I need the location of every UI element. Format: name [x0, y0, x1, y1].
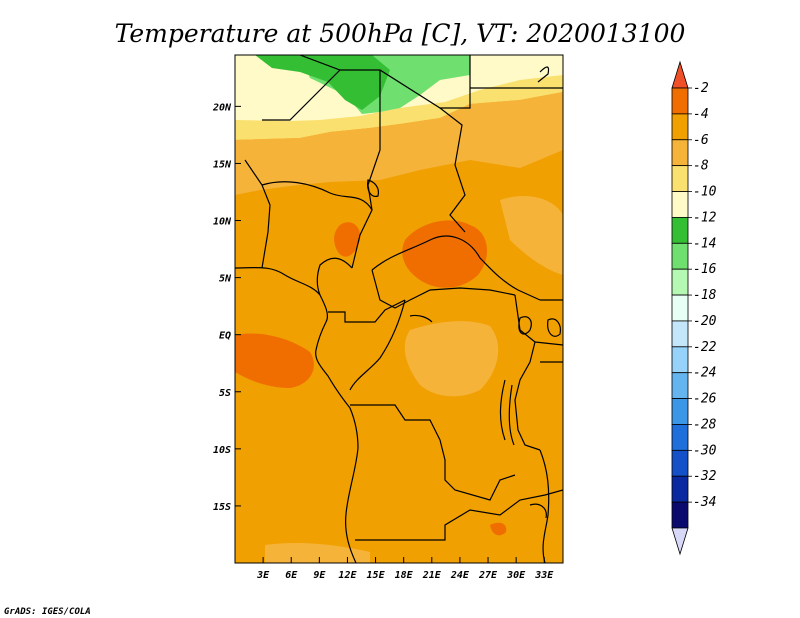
colorbar-label: -22 — [693, 340, 717, 355]
field-hot-nigeria — [334, 222, 361, 257]
border-east-africa — [534, 299, 563, 363]
colorbar-label: -2 — [693, 81, 709, 96]
colorbar-label: -24 — [693, 366, 716, 381]
field-east-cool — [500, 195, 563, 275]
border-congo-drc — [349, 299, 406, 391]
y-tick-label: 20N — [212, 102, 232, 113]
colorbar-label: -10 — [693, 185, 717, 200]
border-car — [371, 235, 541, 301]
colorbar-swatch — [671, 242, 689, 270]
colorbar-label: -12 — [693, 210, 717, 225]
colorbar-label: -4 — [693, 107, 709, 122]
y-tick-label: 15N — [213, 159, 232, 170]
lakes-east — [518, 316, 561, 337]
colorbar-label: -6 — [693, 133, 709, 148]
x-tick-label: 6E — [285, 570, 298, 581]
colorbar-swatch — [671, 268, 689, 296]
colorbar-label: -14 — [693, 236, 716, 251]
x-tick-label: 15E — [367, 570, 386, 581]
lake-chad — [367, 179, 380, 197]
coastline — [235, 266, 359, 563]
x-tick-label: 24E — [450, 570, 470, 581]
y-tick-label: 5S — [219, 388, 231, 399]
colorbar: -2 -4 -6 -8 -10 -12 -14 -16 -18 -20 -22 -24 -26 -28 -3… — [671, 60, 717, 556]
x-tick-label: 33E — [534, 570, 554, 581]
colorbar-bottom-arrow — [671, 527, 689, 556]
y-tick-label: 10N — [213, 217, 232, 228]
colorbar-swatch — [671, 87, 689, 115]
colorbar-swatch — [671, 191, 689, 218]
field-interior-cool — [404, 321, 499, 397]
colorbar-swatch — [671, 320, 689, 348]
colorbar-label: -32 — [693, 469, 717, 484]
colorbar-swatch — [671, 294, 689, 322]
rivers — [409, 314, 547, 519]
field-hot-guinea — [235, 333, 314, 388]
y-axis: 20N 15N 10N 5N EQ 5S 10S 15S — [212, 102, 241, 513]
x-axis: 3E 6E 9E 12E 15E 18E 21E 24E 27E 30E 33E — [256, 557, 554, 581]
temperature-field — [235, 55, 563, 563]
colorbar-top-arrow — [671, 60, 689, 89]
x-tick-label: 9E — [313, 570, 326, 581]
x-tick-label: 30E — [506, 570, 526, 581]
colorbar-swatch — [671, 475, 689, 503]
colorbar-label: -28 — [693, 417, 717, 432]
colorbar-label: -20 — [693, 314, 717, 329]
colorbar-swatch — [671, 424, 689, 451]
border-chad-west — [351, 70, 381, 269]
x-tick-label: 27E — [478, 570, 498, 581]
colorbar-label: -26 — [693, 392, 717, 407]
border-algeria-niger — [262, 69, 341, 121]
border-angola-south — [355, 489, 563, 541]
field-orange-light-north — [235, 92, 563, 195]
colorbar-swatch — [671, 113, 689, 141]
border-chad-sudan — [439, 107, 466, 233]
field-hot-south — [490, 522, 507, 536]
border-niger-nigeria — [261, 181, 373, 211]
y-tick-label: EQ — [219, 331, 231, 342]
field-green-dark — [255, 55, 390, 110]
colorbar-label: -30 — [693, 443, 717, 458]
colorbar-swatch — [671, 217, 689, 244]
x-tick-label: 21E — [422, 570, 442, 581]
y-tick-label: 5N — [219, 274, 232, 285]
lake-tanganyika — [499, 379, 515, 446]
x-tick-label: 18E — [395, 570, 414, 581]
field-hot-car — [402, 220, 488, 288]
map-frame — [234, 54, 564, 564]
border-angola-drc — [350, 404, 516, 501]
colorbar-label: -34 — [693, 495, 716, 510]
colorbar-swatch — [671, 398, 689, 425]
colorbar-label: -8 — [693, 159, 709, 174]
colorbar-label: -16 — [693, 262, 717, 277]
colorbar-label: -18 — [693, 288, 717, 303]
country-borders — [235, 55, 563, 563]
border-car-south — [371, 269, 516, 309]
border-nigeria-cameroon — [316, 257, 353, 296]
colorbar-swatch — [671, 346, 689, 374]
colorbar-swatch — [671, 165, 689, 192]
colorbar-swatch — [671, 449, 689, 477]
chart-title: Temperature at 500hPa [C], VT: 202001310… — [115, 19, 686, 48]
grads-credit: GrADS: IGES/COLA — [4, 607, 91, 617]
colorbar-swatch — [671, 139, 689, 167]
y-tick-label: 15S — [213, 502, 231, 513]
colorbar-swatch — [671, 372, 689, 399]
border-gabon-congo — [328, 299, 406, 323]
y-tick-label: 10S — [213, 445, 231, 456]
x-tick-label: 12E — [338, 570, 357, 581]
sinai-coast — [537, 66, 550, 83]
x-tick-label: 3E — [256, 570, 270, 581]
border-malawi — [539, 449, 550, 563]
border-west-africa — [244, 159, 271, 269]
colorbar-swatch — [671, 501, 689, 529]
